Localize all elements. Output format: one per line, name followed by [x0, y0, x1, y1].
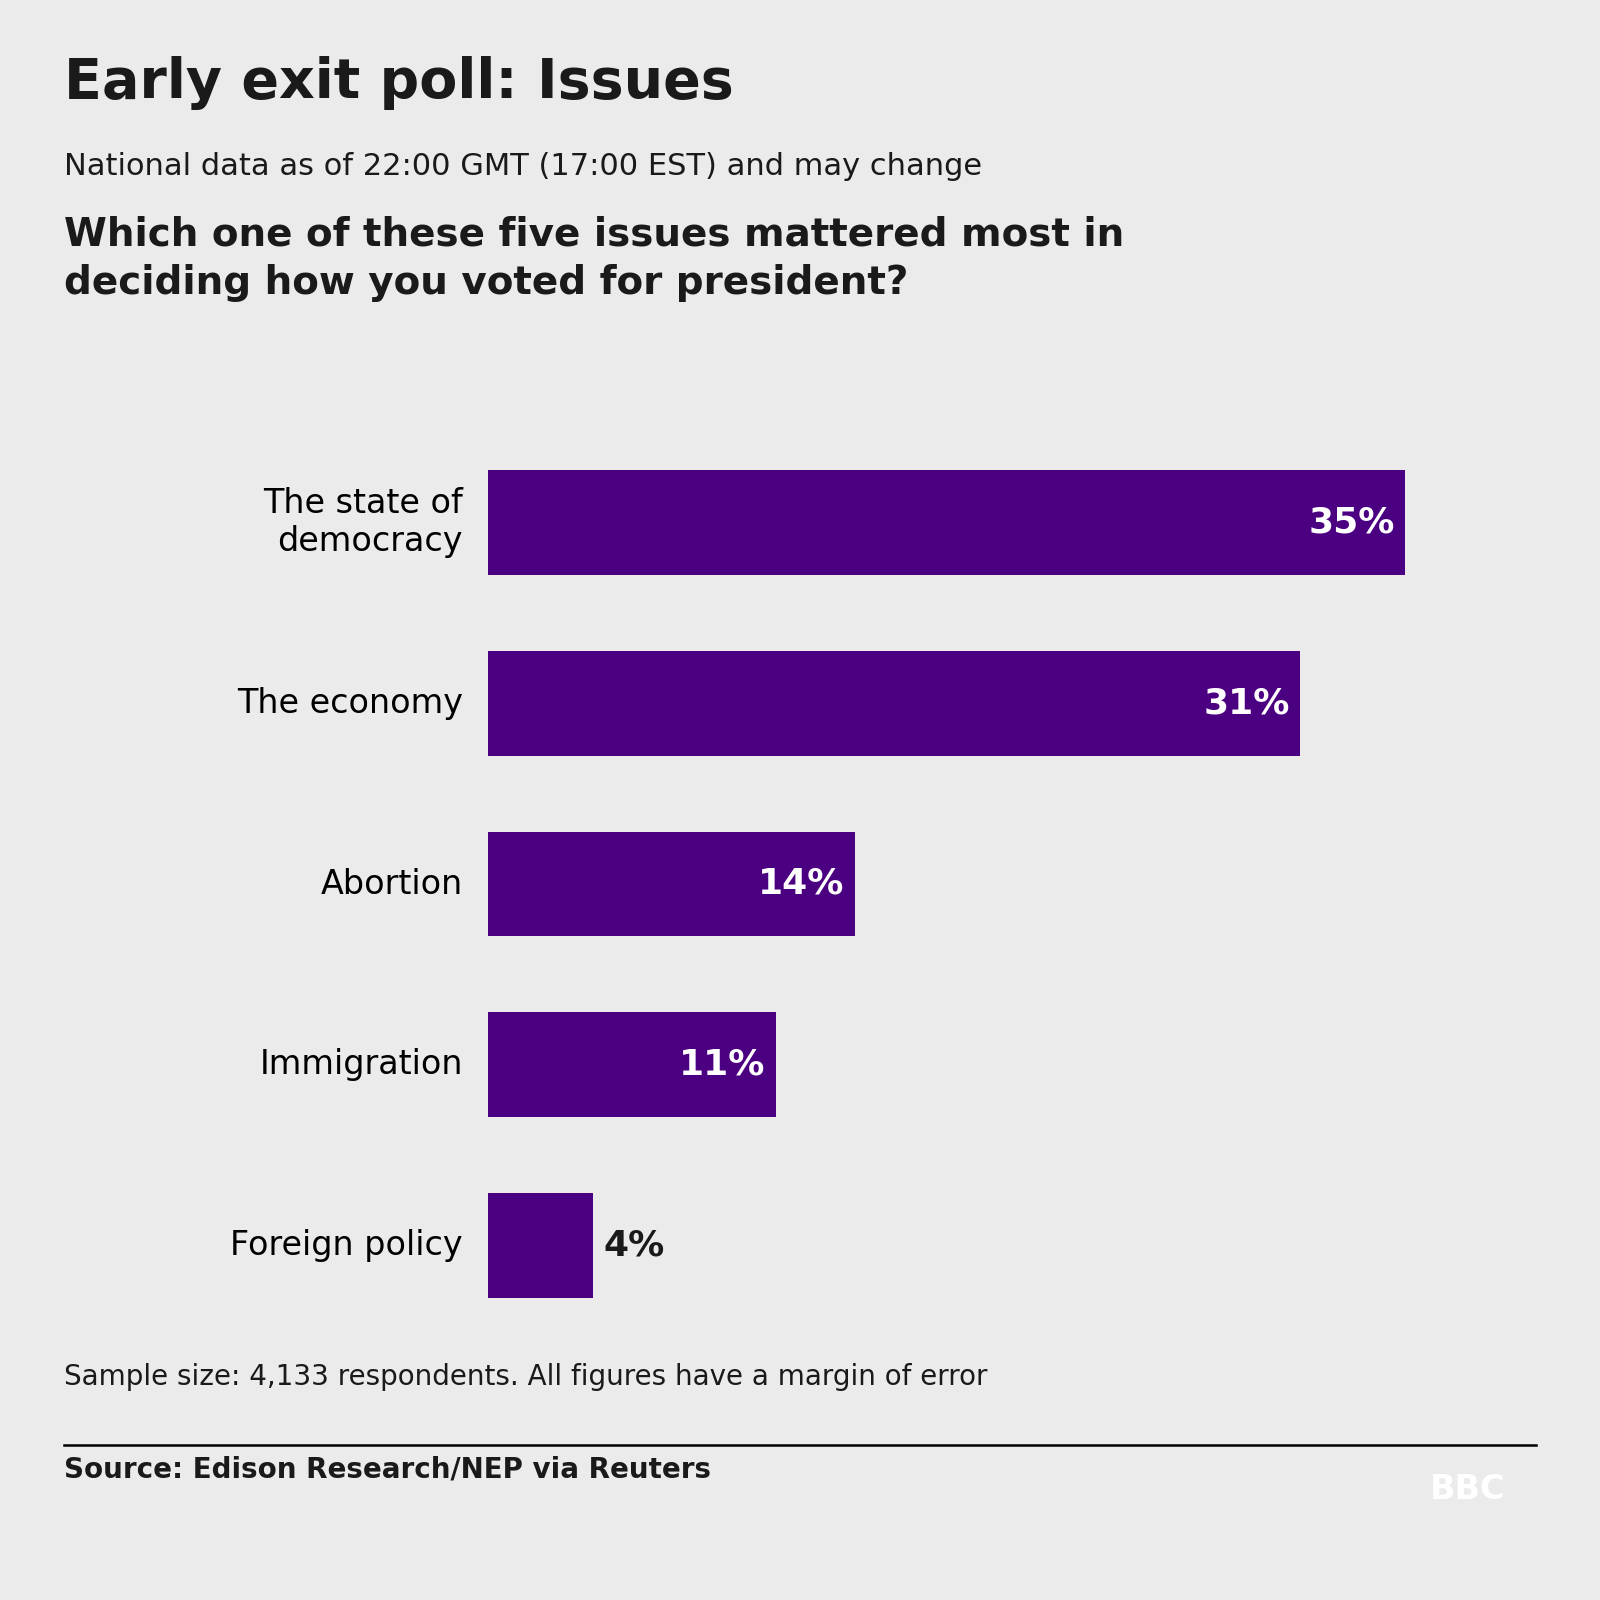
- Text: Early exit poll: Issues: Early exit poll: Issues: [64, 56, 734, 110]
- Bar: [488, 651, 1301, 755]
- Text: BBC: BBC: [1430, 1474, 1506, 1506]
- Bar: [488, 1194, 592, 1298]
- Text: 35%: 35%: [1309, 506, 1395, 539]
- Bar: [488, 470, 1405, 574]
- Text: 31%: 31%: [1203, 686, 1290, 720]
- Text: 11%: 11%: [680, 1048, 766, 1082]
- Bar: [488, 1013, 776, 1117]
- Text: Source: Edison Research/NEP via Reuters: Source: Edison Research/NEP via Reuters: [64, 1456, 710, 1485]
- Text: Which one of these five issues mattered most in
deciding how you voted for presi: Which one of these five issues mattered …: [64, 216, 1125, 302]
- Bar: [488, 832, 854, 936]
- Text: National data as of 22:00 GMT (17:00 EST) and may change: National data as of 22:00 GMT (17:00 EST…: [64, 152, 982, 181]
- Text: 4%: 4%: [603, 1229, 664, 1262]
- Text: Sample size: 4,133 respondents. All figures have a margin of error: Sample size: 4,133 respondents. All figu…: [64, 1363, 987, 1390]
- Text: 14%: 14%: [758, 867, 845, 901]
